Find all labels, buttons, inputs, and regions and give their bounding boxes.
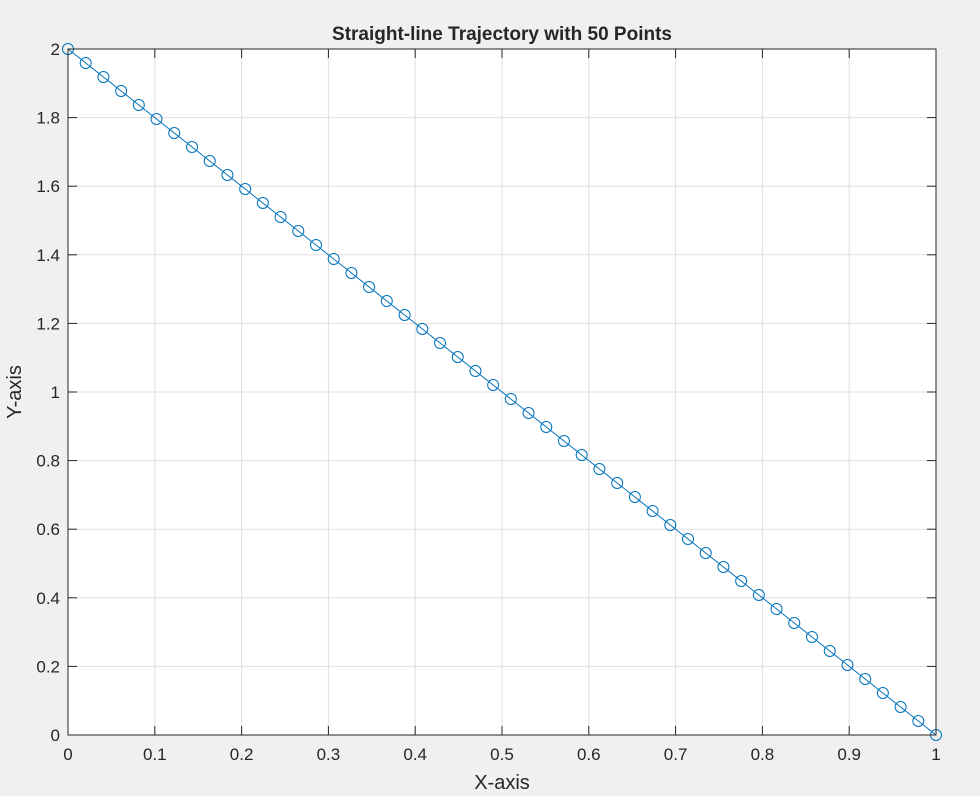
data-point bbox=[788, 617, 801, 630]
data-point bbox=[363, 281, 376, 294]
data-point bbox=[150, 113, 163, 126]
data-point bbox=[380, 295, 393, 308]
data-point bbox=[611, 476, 624, 489]
data-point bbox=[841, 658, 854, 671]
chart-title: Straight-line Trajectory with 50 Points bbox=[332, 24, 672, 45]
data-point bbox=[327, 252, 340, 265]
x-tick-label: 0.7 bbox=[664, 745, 688, 764]
data-point bbox=[186, 140, 199, 153]
data-point bbox=[115, 84, 128, 97]
data-point bbox=[256, 197, 269, 210]
data-point bbox=[752, 588, 765, 601]
data-point bbox=[345, 267, 358, 280]
data-series bbox=[62, 43, 942, 741]
y-tick-label: 1.6 bbox=[36, 177, 60, 196]
x-tick-label: 0.3 bbox=[317, 745, 341, 764]
x-tick-label: 0 bbox=[63, 745, 72, 764]
data-point bbox=[504, 392, 517, 405]
y-tick-label: 0 bbox=[51, 726, 60, 745]
data-point bbox=[628, 490, 641, 503]
y-tick-label: 0.2 bbox=[36, 657, 60, 676]
data-point bbox=[239, 183, 252, 196]
data-point bbox=[912, 715, 925, 728]
x-tick-label: 0.1 bbox=[143, 745, 167, 764]
data-point bbox=[805, 631, 818, 644]
y-tick-label: 1 bbox=[51, 383, 60, 402]
y-tick-label: 1.8 bbox=[36, 109, 60, 128]
x-tick-label: 0.9 bbox=[837, 745, 861, 764]
data-point bbox=[823, 644, 836, 657]
data-point bbox=[557, 435, 570, 448]
x-tick-label: 0.5 bbox=[490, 745, 514, 764]
data-point bbox=[735, 574, 748, 587]
x-tick-label: 0.2 bbox=[230, 745, 254, 764]
data-point bbox=[876, 687, 889, 700]
x-tick-label: 0.8 bbox=[751, 745, 775, 764]
data-point bbox=[168, 127, 181, 140]
data-point bbox=[540, 420, 553, 433]
y-tick-label: 1.2 bbox=[36, 314, 60, 333]
data-point bbox=[859, 672, 872, 685]
y-axis-label: Y-axis bbox=[4, 365, 26, 419]
x-axis-label: X-axis bbox=[474, 772, 530, 794]
data-point bbox=[434, 336, 447, 349]
y-tick-label: 1.4 bbox=[36, 246, 60, 265]
data-point bbox=[309, 238, 322, 251]
data-point bbox=[646, 504, 659, 517]
data-point bbox=[416, 322, 429, 335]
data-point bbox=[398, 308, 411, 321]
data-point bbox=[699, 547, 712, 560]
data-point bbox=[717, 560, 730, 573]
data-point bbox=[770, 603, 783, 616]
y-tick-label: 0.6 bbox=[36, 520, 60, 539]
data-point bbox=[451, 351, 464, 364]
x-tick-label: 0.4 bbox=[403, 745, 427, 764]
data-point bbox=[664, 519, 677, 532]
data-point bbox=[292, 224, 305, 237]
data-point bbox=[274, 211, 287, 224]
y-tick-label: 0.4 bbox=[36, 589, 60, 608]
data-point bbox=[221, 168, 234, 181]
x-tick-label: 0.6 bbox=[577, 745, 601, 764]
data-point bbox=[469, 365, 482, 378]
data-point bbox=[593, 463, 606, 476]
ticks: 0 0.1 0.2 0.3 0.4 0.5 0.6 0.7 0.8 0.9 1 0 0.2 0.4 0.6 0… bbox=[36, 40, 940, 764]
data-point bbox=[522, 406, 535, 419]
series-line bbox=[67, 48, 937, 736]
data-point bbox=[203, 154, 216, 167]
y-tick-label: 0.8 bbox=[36, 452, 60, 471]
data-point bbox=[575, 449, 588, 462]
data-point bbox=[79, 56, 92, 69]
data-point bbox=[487, 379, 500, 392]
data-point bbox=[97, 70, 110, 83]
x-tick-label: 1 bbox=[931, 745, 940, 764]
data-point bbox=[132, 99, 145, 112]
data-point bbox=[682, 533, 695, 546]
data-point bbox=[894, 701, 907, 714]
y-tick-label: 2 bbox=[51, 40, 60, 59]
